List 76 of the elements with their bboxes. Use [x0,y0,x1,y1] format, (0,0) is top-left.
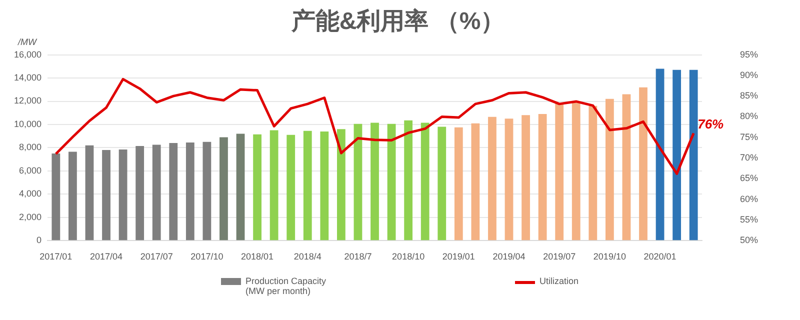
x-tick-label: 2019/01 [442,251,475,262]
x-tick-label: 2018/10 [392,251,425,262]
legend-label: Production Capacity (MW per month) [245,276,328,296]
bar [420,122,430,240]
x-tick-label: 2019/07 [543,251,576,262]
bar [320,131,329,240]
bar [656,68,664,240]
bar [522,115,530,240]
y-tick-label: 14,000 [14,72,42,83]
bar [538,114,547,240]
bar [102,150,110,240]
bar [672,70,682,240]
bar [454,127,463,240]
bar [186,142,194,240]
y-tick-label: 16,000 [14,49,42,60]
y-tick-label: 0 [36,235,42,246]
bar [471,123,480,240]
y-axis-title: /MW [18,37,36,47]
x-tick-label: 2018/01 [241,251,274,262]
bar [68,152,77,240]
x-tick-label: 2017/04 [90,251,123,262]
y2-tick-label: 50% [740,235,758,246]
x-tick-label: 2017/07 [140,251,173,262]
bar [404,120,413,240]
bar [354,124,362,240]
bar [85,145,94,240]
bar [370,122,379,240]
bar [337,129,346,240]
y-tick-label: 8,000 [18,142,42,152]
bar [118,149,128,240]
y2-tick-label: 75% [740,132,758,142]
bar [504,118,514,240]
y2-tick-label: 80% [740,111,758,122]
bar [438,126,446,240]
y-tick-label: 4,000 [18,188,42,199]
y2-tick-label: 95% [740,49,758,60]
bar [622,94,631,240]
y2-tick-label: 90% [740,70,758,80]
y2-tick-label: 55% [740,214,758,224]
bar [136,146,144,240]
y-tick-label: 2,000 [18,212,42,222]
x-tick-label: 2018/7 [344,251,372,262]
bar [639,87,648,240]
y-tick-label: 10,000 [14,118,42,129]
bar [169,143,178,240]
chart-title: 产能&利用率 （%） [290,8,505,36]
bar [488,116,496,240]
bar [572,102,580,240]
y2-tick-label: 70% [740,152,758,163]
bar [689,70,698,240]
x-tick-label: 2020/01 [644,251,676,262]
legend-label: Utilization [539,276,578,286]
bar [286,134,296,240]
bar [236,134,245,240]
bar [220,137,228,240]
data-label: 76% [698,116,724,132]
y-tick-label: 12,000 [14,96,42,106]
x-tick-label: 2017/10 [190,251,224,262]
bar [253,134,262,240]
x-tick-label: 2019/04 [492,251,526,262]
bar [555,102,564,240]
bar [152,144,161,240]
y-tick-label: 6,000 [18,165,42,176]
bar [605,98,614,240]
bar [202,142,212,240]
y2-tick-label: 65% [740,173,758,184]
x-tick-label: 2019/10 [593,251,626,262]
x-tick-label: 2018/4 [294,251,322,262]
bar [270,130,278,240]
bar [52,154,60,240]
y2-tick-label: 85% [740,90,758,101]
bar [588,106,598,240]
bar [387,124,396,240]
bar [303,130,312,240]
y2-tick-label: 60% [740,194,758,204]
x-tick-label: 2017/01 [40,251,72,262]
